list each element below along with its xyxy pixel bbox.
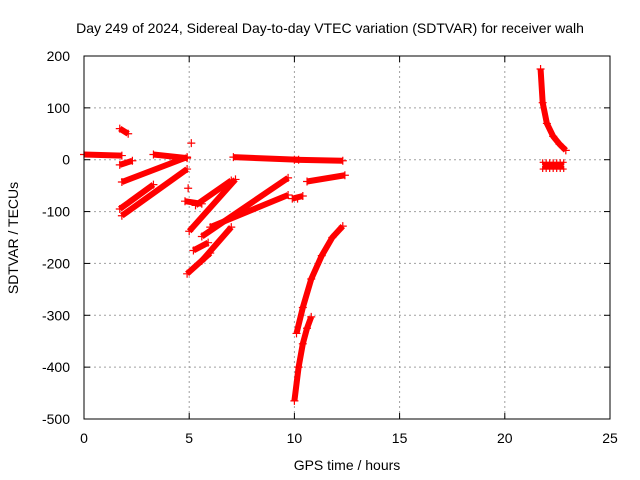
data-point: [560, 166, 567, 173]
data-cluster: [542, 162, 564, 170]
data-point: [292, 329, 301, 338]
data-point: [227, 223, 236, 232]
data-point: [115, 160, 124, 169]
y-tick-label: -100: [42, 204, 70, 220]
data-point: [185, 227, 194, 236]
data-point: [536, 64, 545, 73]
data-segment: [199, 225, 234, 263]
x-axis-label: GPS time / hours: [294, 457, 401, 473]
plot-frame: [83, 55, 611, 420]
data-segment: [153, 151, 188, 162]
chart-title: Day 249 of 2024, Sidereal Day-to-day VTE…: [76, 20, 584, 36]
x-tick-label: 20: [497, 430, 513, 446]
y-tick-label: -500: [42, 411, 70, 427]
data-point: [307, 312, 316, 321]
data-series: [80, 64, 570, 405]
data-point: [183, 269, 192, 278]
data-point: [294, 363, 303, 372]
data-segment: [118, 182, 156, 212]
data-segment: [294, 156, 343, 164]
data-point: [290, 396, 299, 405]
y-tick-label: 0: [62, 152, 70, 168]
data-point: [183, 165, 192, 174]
x-tick-label: 0: [80, 430, 88, 446]
data-point: [290, 155, 299, 164]
y-axis-label: SDTVAR / TECUs: [5, 182, 21, 294]
data-segment: [120, 166, 189, 219]
data-point: [284, 173, 293, 182]
x-tick-label: 25: [602, 430, 618, 446]
data-point: [307, 274, 316, 283]
data-point: [293, 194, 302, 203]
data-segment: [83, 151, 122, 159]
data-point: [561, 146, 570, 155]
x-tick-label: 15: [392, 430, 408, 446]
data-curve: [293, 224, 345, 335]
y-tick-label: -300: [42, 307, 70, 323]
data-point: [338, 222, 347, 231]
data-point: [184, 184, 193, 193]
data-point: [183, 154, 192, 163]
data-point: [180, 197, 189, 206]
y-tick-label: -400: [42, 359, 70, 375]
data-curve: [537, 68, 568, 153]
data-segment: [233, 154, 299, 163]
data-point: [298, 192, 307, 201]
grid: [84, 56, 610, 419]
data-point: [206, 223, 215, 232]
data-segment: [186, 177, 238, 234]
axis-ticks: 0 5 10 15 20 25 200 100 0 -100 -200 -300 -400 -500: [42, 48, 618, 446]
y-tick-label: -200: [42, 255, 70, 271]
data-point: [549, 132, 558, 141]
data-segment: [192, 240, 210, 254]
data-point: [197, 232, 206, 241]
data-point: [231, 175, 240, 184]
data-point: [298, 303, 307, 312]
data-point: [538, 98, 547, 107]
data-segment: [118, 126, 130, 137]
data-point: [115, 204, 124, 213]
data-segment: [193, 177, 233, 208]
data-point: [124, 129, 133, 138]
x-tick-label: 5: [185, 430, 193, 446]
data-point: [117, 211, 126, 220]
data-point: [338, 156, 347, 165]
data-point: [542, 119, 551, 128]
data-point: [191, 201, 200, 210]
data-point: [227, 176, 236, 185]
data-point: [115, 124, 124, 133]
data-point: [328, 233, 337, 242]
data-point: [197, 256, 206, 265]
data-point: [560, 159, 567, 166]
data-point: [189, 246, 198, 255]
data-segment: [118, 157, 134, 168]
data-point: [149, 180, 158, 189]
data-point: [117, 151, 126, 160]
data-point: [555, 140, 564, 149]
data-point: [187, 139, 196, 148]
data-point: [317, 251, 326, 260]
data-point: [229, 153, 238, 162]
data-segment: [209, 192, 290, 230]
data-point: [298, 339, 307, 348]
y-tick-label: 200: [47, 48, 71, 64]
data-segment: [120, 154, 189, 185]
data-point: [340, 171, 349, 180]
data-point: [117, 178, 126, 187]
data-point: [204, 238, 213, 247]
data-point: [128, 156, 137, 165]
data-point: [284, 190, 293, 199]
x-tick-label: 10: [287, 430, 303, 446]
data-point: [149, 150, 158, 159]
data-point: [303, 324, 312, 333]
data-segment: [306, 172, 346, 185]
y-tick-label: 100: [47, 100, 71, 116]
data-point: [303, 177, 312, 186]
